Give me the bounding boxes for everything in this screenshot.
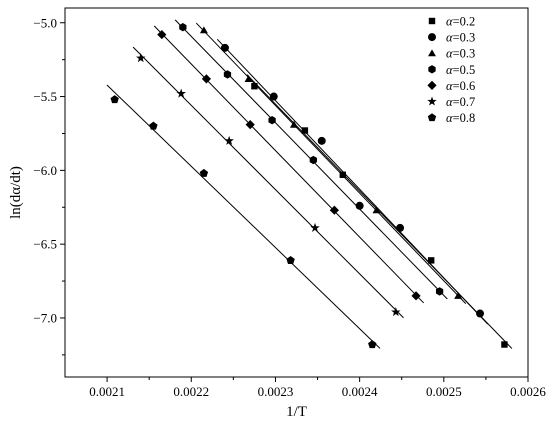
- y-tick-label: −5.5: [33, 89, 57, 104]
- x-tick-label: 0.0025: [426, 384, 462, 399]
- data-point: [176, 88, 186, 98]
- data-point: [245, 120, 255, 130]
- series-2: [195, 22, 467, 304]
- plot-frame: [64, 7, 529, 378]
- legend-marker: [428, 49, 436, 57]
- y-tick-label: −5.0: [33, 15, 57, 30]
- data-point: [149, 121, 158, 130]
- legend-marker: [427, 96, 437, 106]
- x-tick-label: 0.0026: [510, 384, 546, 399]
- data-point: [317, 136, 326, 145]
- data-point: [179, 22, 187, 32]
- data-point: [454, 292, 463, 299]
- fit-line: [132, 46, 404, 319]
- data-point: [501, 341, 508, 348]
- data-point: [391, 307, 401, 317]
- data-point: [301, 127, 309, 134]
- fit-line: [195, 22, 467, 304]
- data-point: [220, 43, 229, 52]
- x-tick-label: 0.0021: [89, 384, 125, 399]
- data-point: [136, 53, 146, 63]
- data-point: [224, 135, 234, 145]
- legend-label: α=0.7: [446, 95, 475, 109]
- data-point: [435, 287, 444, 296]
- y-tick-label: −6.0: [33, 163, 57, 178]
- legend: α=0.2 α=0.3 α=0.3 α=0.5 α=0.6 α=0.7 α=0.8: [427, 15, 475, 125]
- data-point: [372, 206, 381, 214]
- data-point: [199, 168, 209, 177]
- data-point: [251, 83, 258, 90]
- data-point: [201, 74, 212, 84]
- series-3: [174, 19, 448, 300]
- legend-marker: [427, 113, 437, 122]
- series-6: [106, 84, 381, 349]
- x-tick-label: 0.0022: [173, 384, 209, 399]
- legend-label: α=0.2: [446, 15, 475, 29]
- x-tick-label: 0.0023: [258, 384, 294, 399]
- data-point: [355, 201, 364, 210]
- data-point: [310, 222, 320, 232]
- legend-label: α=0.8: [446, 111, 475, 125]
- series-4: [153, 25, 425, 304]
- fit-line: [106, 84, 381, 349]
- data-point: [110, 95, 119, 104]
- data-point: [476, 309, 485, 318]
- legend-marker: [428, 17, 436, 25]
- fit-line: [216, 38, 489, 325]
- x-axis-title: 1/T: [286, 404, 307, 420]
- data-point: [329, 205, 339, 215]
- data-point: [339, 171, 346, 178]
- legend-marker: [428, 33, 436, 42]
- fit-line: [153, 25, 425, 304]
- data-point: [289, 120, 298, 128]
- data-point: [157, 29, 167, 40]
- legend-label: α=0.3: [446, 31, 475, 45]
- data-point: [269, 92, 278, 101]
- y-tick-label: −7.0: [33, 310, 57, 325]
- data-point: [368, 340, 377, 349]
- series-1: [216, 38, 489, 325]
- series-5: [132, 46, 404, 319]
- data-point: [268, 115, 276, 125]
- data-point: [199, 26, 208, 34]
- legend-marker: [427, 80, 437, 90]
- legend-label: α=0.3: [446, 47, 475, 61]
- y-axis-title: ln(dα/dt): [8, 166, 24, 219]
- data-point: [309, 155, 317, 165]
- data-point: [427, 257, 435, 264]
- legend-label: α=0.5: [446, 63, 475, 77]
- y-tick-label: −6.5: [33, 237, 57, 252]
- data-point: [244, 75, 253, 82]
- data-point: [396, 223, 405, 232]
- data-point: [286, 256, 295, 264]
- x-tick-label: 0.0024: [342, 384, 378, 399]
- data-point: [411, 291, 421, 301]
- data-point: [223, 70, 232, 79]
- legend-marker: [428, 65, 436, 74]
- legend-label: α=0.6: [446, 79, 475, 93]
